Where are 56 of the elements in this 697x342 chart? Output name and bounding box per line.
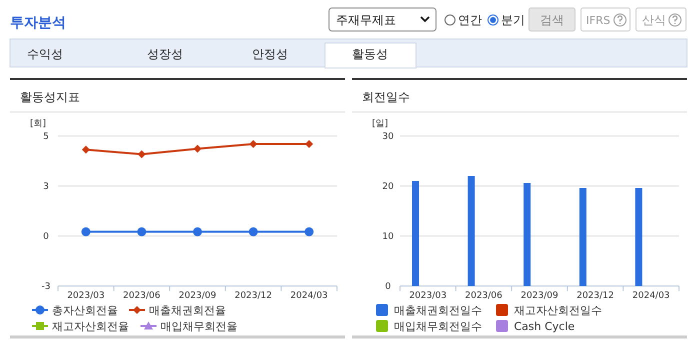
text: 주재무제표 bbox=[336, 13, 396, 27]
y-axis-title: [일] bbox=[372, 119, 388, 129]
x-tick-label: 2023/09 bbox=[178, 291, 216, 301]
text: 분기 bbox=[501, 13, 525, 27]
legend-label: 재고자산회전율 bbox=[52, 320, 129, 333]
y-tick-label: -3 bbox=[42, 282, 50, 292]
y-tick-label: 0 bbox=[385, 282, 392, 292]
bar bbox=[524, 183, 531, 286]
x-tick-label: 2023/12 bbox=[576, 291, 614, 301]
point bbox=[249, 140, 258, 148]
text: 안정성 bbox=[252, 47, 288, 61]
legend-label: 총자산회전율 bbox=[52, 304, 118, 317]
text: 검색 bbox=[540, 13, 564, 27]
x-tick-label: 2023/09 bbox=[520, 291, 558, 301]
legend-label: 매입채무회전율 bbox=[160, 320, 238, 333]
y-tick-label: 10 bbox=[382, 232, 394, 242]
text: IFRS bbox=[586, 14, 610, 27]
x-tick-label: 2024/03 bbox=[290, 291, 328, 301]
y-tick-label: 5 bbox=[43, 132, 49, 142]
bar bbox=[412, 181, 419, 286]
x-tick-label: 2023/06 bbox=[465, 291, 503, 301]
point bbox=[137, 227, 146, 236]
legend-label: 매출채권회전율 bbox=[149, 304, 226, 317]
legend-label: Cash Cycle bbox=[514, 320, 575, 333]
text: 연간 bbox=[458, 13, 482, 27]
y-tick-label: 3 bbox=[43, 182, 49, 192]
y-axis-title: [회] bbox=[30, 119, 46, 129]
point bbox=[248, 227, 258, 236]
text: 수익성 bbox=[27, 47, 63, 61]
x-tick-label: 2024/03 bbox=[632, 291, 670, 301]
point bbox=[194, 144, 202, 153]
chart-title: 활동성지표 bbox=[20, 90, 80, 104]
text: 투자분석 bbox=[10, 15, 66, 31]
point bbox=[81, 227, 90, 236]
x-tick-label: 2023/06 bbox=[123, 291, 161, 301]
bar bbox=[635, 188, 642, 286]
legend-label: 매출채권회전일수 bbox=[394, 304, 482, 317]
y-tick-label: 30 bbox=[382, 132, 394, 142]
y-tick-label: 0 bbox=[43, 232, 50, 242]
legend-label: 재고자산회전일수 bbox=[514, 304, 602, 317]
point bbox=[193, 227, 202, 236]
legend-label: 매입채무회전일수 bbox=[394, 320, 482, 333]
point bbox=[82, 146, 90, 154]
text: 산식 bbox=[642, 13, 666, 27]
text: 성장성 bbox=[147, 47, 183, 61]
text: 활동성 bbox=[352, 47, 388, 61]
point bbox=[305, 140, 314, 148]
bar bbox=[468, 176, 475, 286]
x-tick-label: 2023/03 bbox=[67, 291, 105, 301]
x-tick-label: 2023/12 bbox=[234, 291, 272, 301]
bar bbox=[579, 188, 586, 286]
point bbox=[138, 150, 146, 158]
point bbox=[304, 227, 314, 236]
chart-title: 회전일수 bbox=[362, 90, 410, 104]
x-tick-label: 2023/03 bbox=[409, 291, 447, 301]
y-tick-label: 20 bbox=[382, 182, 394, 192]
